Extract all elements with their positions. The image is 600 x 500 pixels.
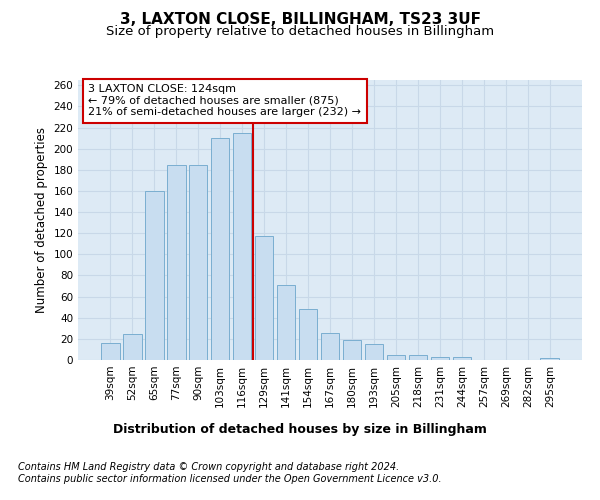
- Bar: [101, 343, 119, 360]
- Bar: [211, 138, 229, 360]
- Bar: [189, 164, 208, 360]
- Bar: [167, 164, 185, 360]
- Text: Distribution of detached houses by size in Billingham: Distribution of detached houses by size …: [113, 422, 487, 436]
- Bar: [233, 133, 251, 360]
- Text: Contains public sector information licensed under the Open Government Licence v3: Contains public sector information licen…: [18, 474, 442, 484]
- Bar: [343, 340, 361, 360]
- Text: 3, LAXTON CLOSE, BILLINGHAM, TS23 3UF: 3, LAXTON CLOSE, BILLINGHAM, TS23 3UF: [119, 12, 481, 28]
- Bar: [277, 285, 295, 360]
- Bar: [386, 354, 405, 360]
- Text: Contains HM Land Registry data © Crown copyright and database right 2024.: Contains HM Land Registry data © Crown c…: [18, 462, 399, 472]
- Bar: [431, 357, 449, 360]
- Bar: [452, 357, 471, 360]
- Bar: [541, 358, 559, 360]
- Bar: [123, 334, 142, 360]
- Bar: [299, 310, 317, 360]
- Bar: [365, 344, 383, 360]
- Text: Size of property relative to detached houses in Billingham: Size of property relative to detached ho…: [106, 25, 494, 38]
- Y-axis label: Number of detached properties: Number of detached properties: [35, 127, 48, 313]
- Bar: [255, 236, 274, 360]
- Text: 3 LAXTON CLOSE: 124sqm
← 79% of detached houses are smaller (875)
21% of semi-de: 3 LAXTON CLOSE: 124sqm ← 79% of detached…: [88, 84, 361, 117]
- Bar: [320, 332, 340, 360]
- Bar: [145, 191, 164, 360]
- Bar: [409, 354, 427, 360]
